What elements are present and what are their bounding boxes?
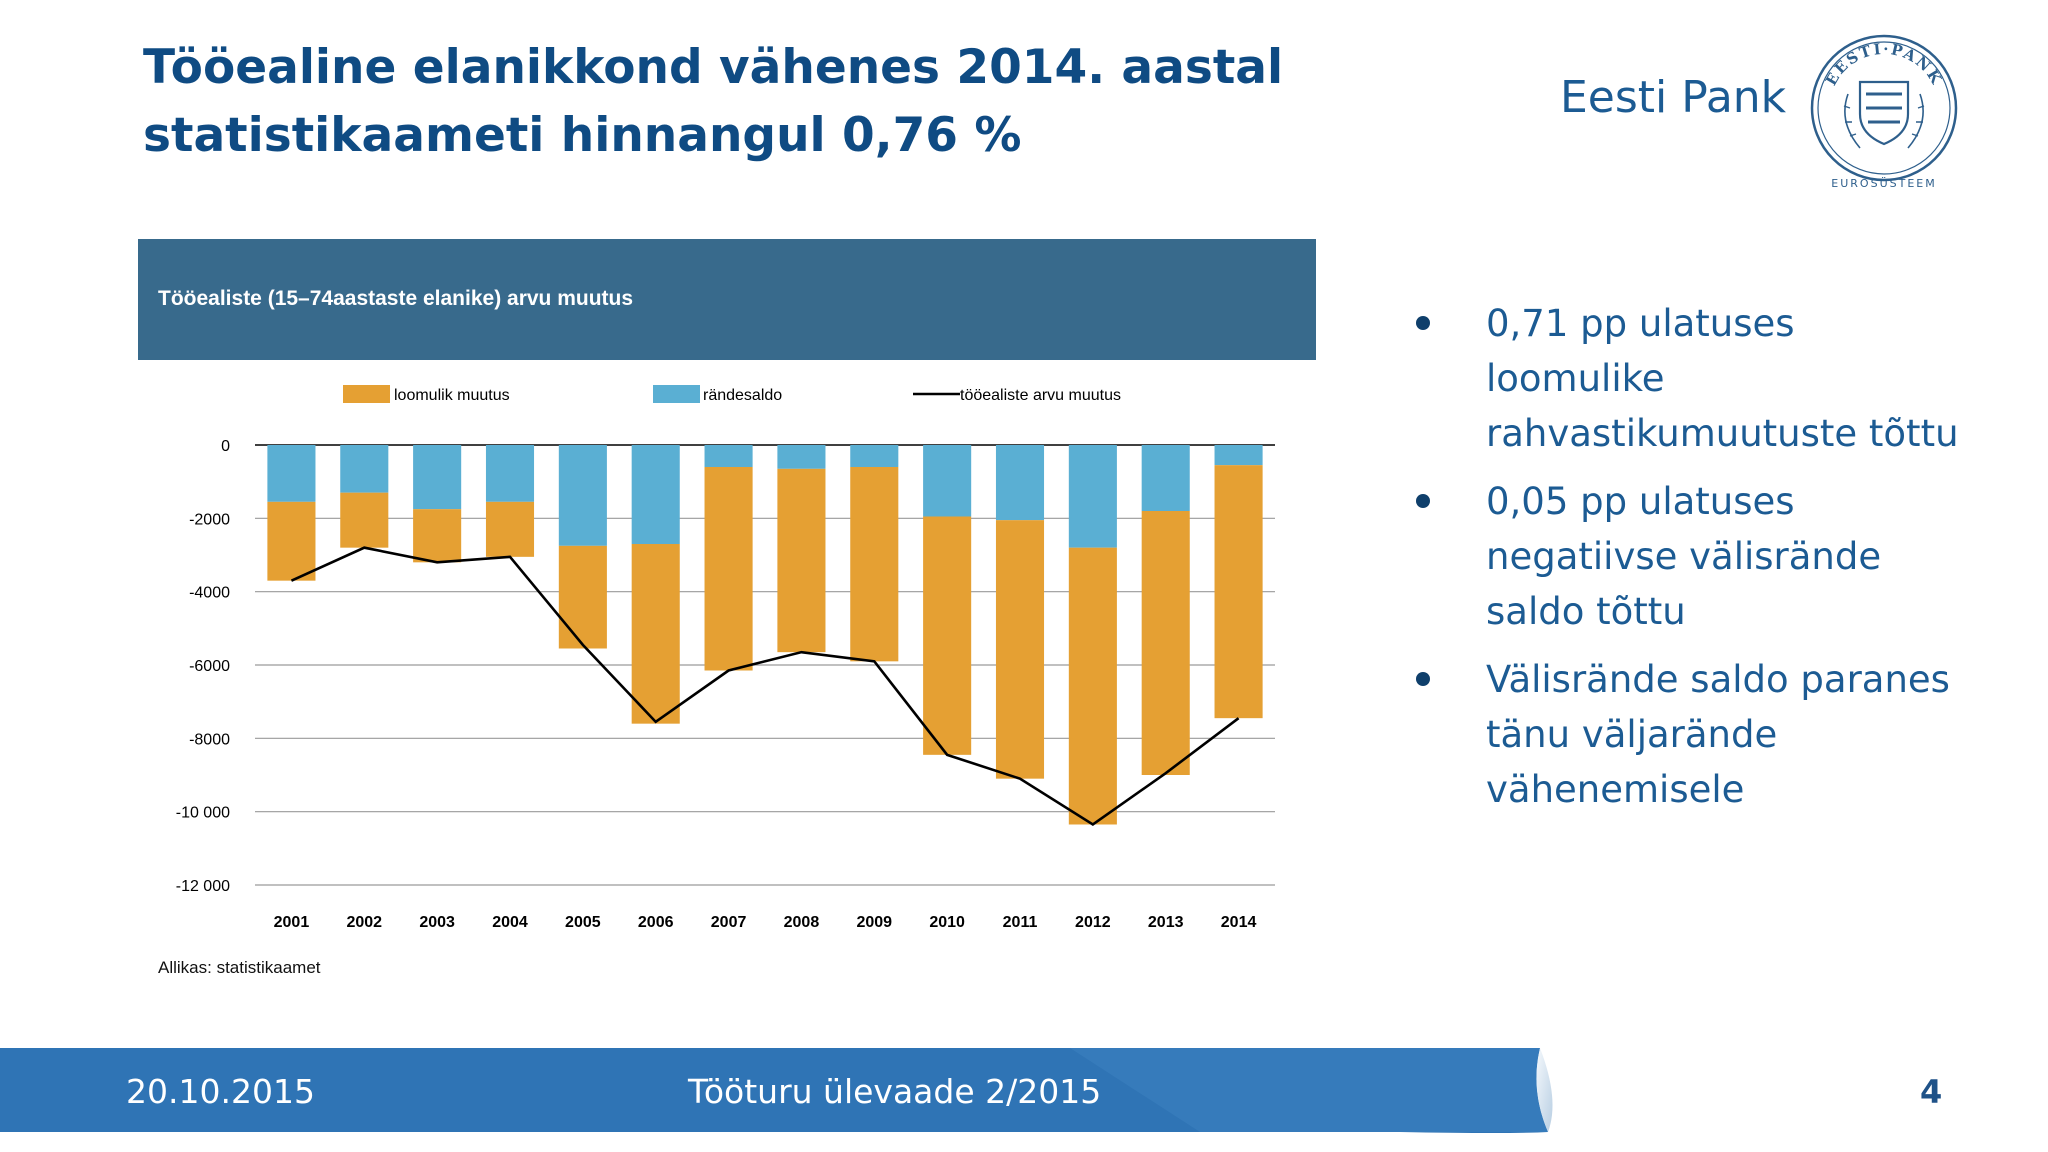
bar-loomulik-muutus xyxy=(850,467,899,662)
x-tick-label: 2013 xyxy=(1148,914,1184,931)
footer-date: 20.10.2015 xyxy=(126,1072,315,1111)
bar-rändesaldo xyxy=(995,445,1045,521)
bullet-list: 0,71 pp ulatuses loomulike rahvastikumuu… xyxy=(1400,296,1960,830)
chart-source: Allikas: statistikaamet xyxy=(158,958,321,977)
footer-band xyxy=(0,1048,1553,1133)
bar-rändesaldo xyxy=(1141,445,1190,511)
bar-loomulik-muutus xyxy=(1214,465,1263,719)
slide-title: Tööealine elanikkond vähenes 2014. aasta… xyxy=(143,34,1443,170)
chart-title: Tööealiste (15–74aastaste elanike) arvu … xyxy=(158,287,634,310)
line-tööealiste-arvu-muutus xyxy=(290,546,1240,827)
bar-rändesaldo xyxy=(340,445,389,493)
bar-chart: 0 -2000 -4000 -6000 -8000 -10 000 -12 000 2001 2… xyxy=(176,385,1275,931)
bar-rändesaldo xyxy=(923,445,972,517)
bar-loomulik-muutus xyxy=(413,509,462,563)
bar-rändesaldo xyxy=(1214,445,1263,466)
x-tick-label: 2014 xyxy=(1221,914,1257,931)
x-tick-label: 2011 xyxy=(1003,914,1038,931)
x-tick-label: 2008 xyxy=(784,914,820,931)
bar-rändesaldo xyxy=(777,445,826,469)
y-tick-label: -10 000 xyxy=(176,805,230,822)
legend-label-rändesaldo: rändesaldo xyxy=(703,387,782,404)
y-tick-label: 0 xyxy=(221,438,230,455)
bullet-text: 0,71 pp ulatuses loomulike rahvastikumuu… xyxy=(1486,302,1959,455)
bullet-item-emigration: Välisrände saldo paranes tänu väljarände… xyxy=(1400,652,1960,817)
bar-loomulik-muutus xyxy=(558,545,607,649)
bar-loomulik-muutus xyxy=(777,468,826,653)
bar-loomulik-muutus xyxy=(485,501,535,557)
legend-swatch-loomulik-muutus xyxy=(343,385,390,403)
bar-rändesaldo xyxy=(413,445,462,510)
slide-title-line-2: statistikaameti hinnangul 0,76 % xyxy=(143,108,1022,163)
x-tick-label: 2004 xyxy=(492,914,528,931)
bar-rändesaldo xyxy=(485,445,535,502)
y-tick-label: -6000 xyxy=(189,658,230,675)
y-tick-label: -4000 xyxy=(189,585,230,602)
bar-loomulik-muutus xyxy=(1141,511,1190,775)
bullet-item-natural-change: 0,71 pp ulatuses loomulike rahvastikumuu… xyxy=(1400,296,1960,461)
y-tick-label: -2000 xyxy=(189,511,230,528)
slide-title-line-1: Tööealine elanikkond vähenes 2014. aasta… xyxy=(143,40,1284,95)
brand-name: Eesti Pank xyxy=(1560,72,1787,123)
bullet-item-migration: 0,05 pp ulatuses negatiivse välisrände s… xyxy=(1400,474,1960,639)
chart-header-band: Tööealiste (15–74aastaste elanike) arvu … xyxy=(138,239,1316,360)
x-tick-label: 2010 xyxy=(929,914,965,931)
bar-loomulik-muutus xyxy=(923,516,972,755)
bar-loomulik-muutus xyxy=(704,467,753,671)
bar-loomulik-muutus xyxy=(267,501,316,581)
bar-rändesaldo xyxy=(704,445,753,467)
bar-loomulik-muutus xyxy=(631,544,680,724)
x-tick-label: 2009 xyxy=(856,914,892,931)
bullet-text: Välisrände saldo paranes tänu väljarände… xyxy=(1486,658,1950,811)
y-tick-label: -12 000 xyxy=(176,878,230,895)
bar-loomulik-muutus xyxy=(340,492,389,548)
x-tick-label: 2012 xyxy=(1075,914,1111,931)
x-tick-label: 2005 xyxy=(565,914,601,931)
bar-rändesaldo xyxy=(1068,445,1117,548)
legend-swatch-rändesaldo xyxy=(653,385,700,403)
x-tick-label: 2003 xyxy=(419,914,455,931)
bar-rändesaldo xyxy=(631,445,680,544)
bullet-text: 0,05 pp ulatuses negatiivse välisrände s… xyxy=(1486,480,1882,633)
x-tick-label: 2001 xyxy=(274,914,310,931)
y-tick-label: -8000 xyxy=(189,731,230,748)
bullet-dot-icon xyxy=(1416,672,1430,686)
seal-text-bottom: EUROSÜSTEEM xyxy=(1831,177,1936,190)
eesti-pank-seal-logo: EESTI·PANK EUROSÜSTEEM xyxy=(1810,34,1958,190)
x-tick-label: 2007 xyxy=(711,914,747,931)
footer-title: Tööturu ülevaade 2/2015 xyxy=(688,1072,1102,1111)
bar-loomulik-muutus xyxy=(995,520,1045,779)
bullet-dot-icon xyxy=(1416,494,1430,508)
bar-rändesaldo xyxy=(267,445,316,502)
bar-rändesaldo xyxy=(850,445,899,467)
legend-label-loomulik-muutus: loomulik muutus xyxy=(394,387,510,404)
legend-label-tööealiste-arvu-muutus: tööealiste arvu muutus xyxy=(960,387,1121,404)
bullet-dot-icon xyxy=(1416,316,1430,330)
bar-rändesaldo xyxy=(558,445,607,546)
x-tick-label: 2006 xyxy=(638,914,674,931)
x-tick-label: 2002 xyxy=(346,914,382,931)
bar-loomulik-muutus xyxy=(1068,547,1117,825)
page-number: 4 xyxy=(1920,1073,1943,1111)
